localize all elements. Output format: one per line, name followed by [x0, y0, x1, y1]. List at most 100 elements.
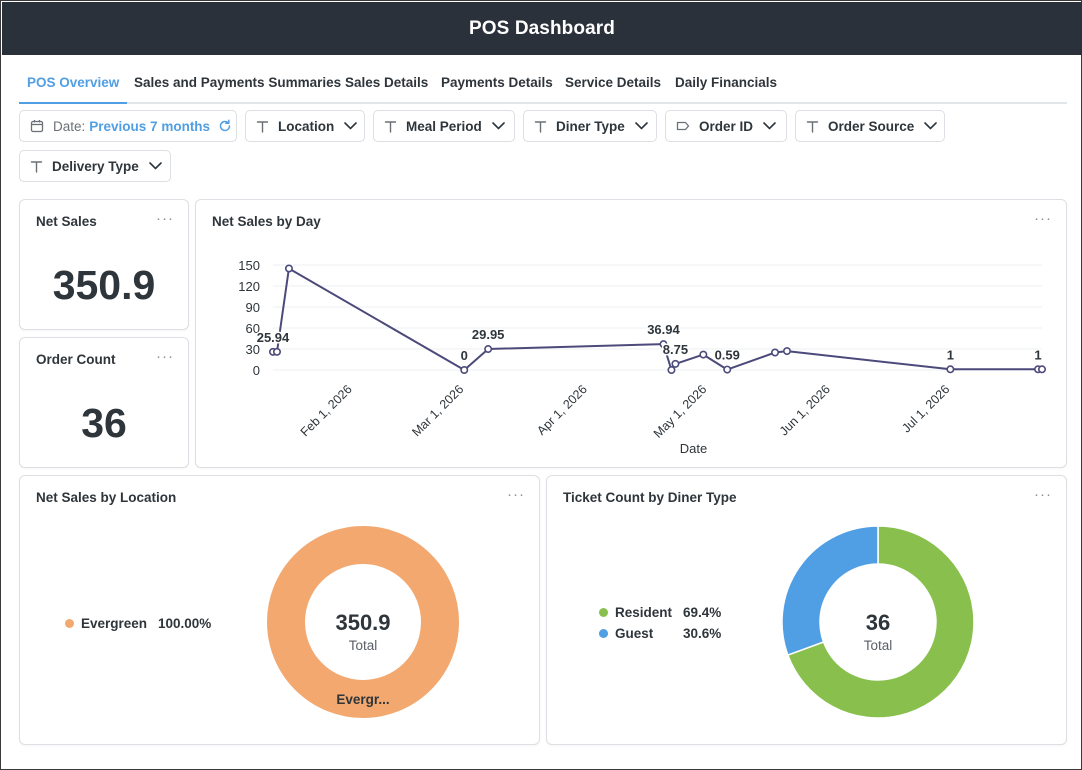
location-donut-chart[interactable]: 350.9 Total Evergr... [20, 476, 541, 746]
donut-center-value: 36 [866, 610, 890, 635]
reset-icon[interactable] [218, 119, 232, 133]
data-point [272, 347, 281, 356]
tab-sales-details[interactable]: Sales Details [345, 75, 429, 90]
donut-center-value: 350.9 [335, 610, 390, 635]
meal-period-filter[interactable]: Meal Period [373, 110, 515, 142]
donut-center-label: Total [864, 638, 893, 653]
x-tick-label: Jul 1, 2026 [899, 382, 952, 435]
order-id-filter[interactable]: Order ID [665, 110, 787, 142]
donut-slice-resident [786, 525, 975, 719]
x-tick-label: Mar 1, 2026 [409, 382, 466, 439]
more-options-icon[interactable]: ··· [1034, 486, 1052, 503]
data-label: 25.94 [257, 330, 290, 345]
series-line [273, 267, 1042, 371]
card-title: Ticket Count by Diner Type [563, 490, 737, 505]
donut-center-label: Total [349, 638, 378, 653]
legend-label: Guest [615, 626, 654, 641]
data-point [460, 366, 469, 375]
tab-service-details[interactable]: Service Details [565, 75, 662, 90]
label-tag-icon [676, 119, 690, 133]
legend-label: Resident [615, 605, 673, 620]
delivery-type-filter-label: Delivery Type [52, 158, 139, 174]
text-type-icon [384, 119, 397, 133]
card-title: Net Sales by Day [212, 214, 321, 229]
donut-slice-guest [781, 525, 879, 657]
legend-pct: 100.00% [158, 616, 212, 631]
legend-dot [599, 608, 608, 617]
x-tick-label: Apr 1, 2026 [534, 382, 590, 438]
x-tick-label: May 1, 2026 [651, 382, 710, 441]
data-label: 0 [461, 348, 468, 363]
more-options-icon[interactable]: ··· [156, 210, 174, 227]
chevron-down-icon [148, 162, 162, 170]
legend-dot [65, 619, 74, 628]
net-sales-card: Net Sales ··· 350.9 [19, 199, 189, 330]
tab-pos-overview[interactable]: POS Overview [19, 61, 128, 104]
data-point [771, 348, 780, 357]
date-filter-label: Date: [53, 118, 86, 134]
data-point [782, 347, 791, 356]
tab-payments-details[interactable]: Payments Details [441, 75, 553, 90]
text-type-icon [256, 119, 269, 133]
y-tick-label: 0 [253, 363, 260, 378]
card-title: Net Sales by Location [36, 490, 177, 505]
chevron-down-icon [763, 122, 776, 130]
data-point [284, 264, 293, 273]
data-label: 36.94 [647, 322, 680, 337]
legend-value: 30.6% [683, 626, 721, 641]
top-bar: POS Dashboard [2, 2, 1082, 55]
legend-item-resident[interactable]: Resident [599, 605, 672, 620]
location-filter-label: Location [278, 118, 335, 134]
more-options-icon[interactable]: ··· [1034, 210, 1052, 227]
net-sales-by-day-card: Net Sales by Day ··· 0 30 60 90 120 150 Feb 1,… [195, 199, 1067, 468]
chevron-down-icon [344, 122, 358, 130]
tab-sales-and-payments-summaries[interactable]: Sales and Payments Summaries [134, 75, 342, 90]
data-label: 1 [947, 347, 954, 362]
order-id-filter-label: Order ID [699, 118, 754, 134]
text-type-icon [30, 159, 43, 173]
y-tick-label: 30 [246, 342, 260, 357]
chevron-down-icon [924, 122, 938, 130]
more-options-icon[interactable]: ··· [156, 348, 174, 365]
location-filter[interactable]: Location [245, 110, 365, 142]
data-point [723, 365, 732, 374]
order-source-filter[interactable]: Order Source [795, 110, 945, 142]
order-count-value: 36 [81, 400, 127, 446]
net-sales-value: 350.9 [52, 262, 156, 308]
order-count-card: Order Count ··· 36 [19, 337, 189, 468]
text-type-icon [806, 119, 819, 133]
order-source-filter-label: Order Source [828, 118, 915, 134]
chevron-down-icon [634, 122, 648, 130]
legend-pct: 30.6% [683, 626, 722, 641]
data-point [946, 365, 955, 374]
y-tick-label: 150 [238, 258, 260, 273]
diner-type-donut-chart[interactable]: 36 Total [547, 476, 1068, 746]
legend-item-evergreen[interactable]: Evergreen [65, 616, 147, 631]
legend-label: Evergreen [81, 616, 148, 631]
delivery-type-filter[interactable]: Delivery Type [19, 150, 171, 182]
data-label: 1 [1034, 347, 1041, 362]
x-tick-label: Jun 1, 2026 [777, 382, 833, 438]
data-label: 29.95 [472, 327, 505, 342]
legend-item-guest[interactable]: Guest [599, 626, 653, 641]
y-tick-label: 90 [246, 300, 260, 315]
tab-daily-financials[interactable]: Daily Financials [675, 75, 778, 90]
more-options-icon[interactable]: ··· [507, 486, 525, 503]
card-title: Order Count [36, 352, 116, 367]
legend-value: 100.00% [158, 616, 211, 631]
date-filter-value: Previous 7 months [89, 118, 211, 134]
diner-type-filter[interactable]: Diner Type [523, 110, 657, 142]
data-label: 8.75 [663, 342, 688, 357]
chevron-down-icon [491, 122, 505, 130]
data-point [699, 350, 708, 359]
y-tick-label: 120 [238, 279, 260, 294]
data-label: 0.59 [715, 348, 740, 363]
data-point [667, 366, 676, 375]
net-sales-by-location-card: Net Sales by Location ··· Evergreen 100.… [19, 475, 540, 745]
date-filter[interactable]: Date: Previous 7 months [19, 110, 237, 142]
net-sales-line-chart[interactable]: 0 30 60 90 120 150 Feb 1, 2026 Mar 1, 2026 Apr 1… [196, 200, 1068, 469]
card-title: Net Sales [36, 214, 97, 229]
donut-slice-evergreen [267, 526, 459, 718]
data-point [671, 359, 680, 368]
